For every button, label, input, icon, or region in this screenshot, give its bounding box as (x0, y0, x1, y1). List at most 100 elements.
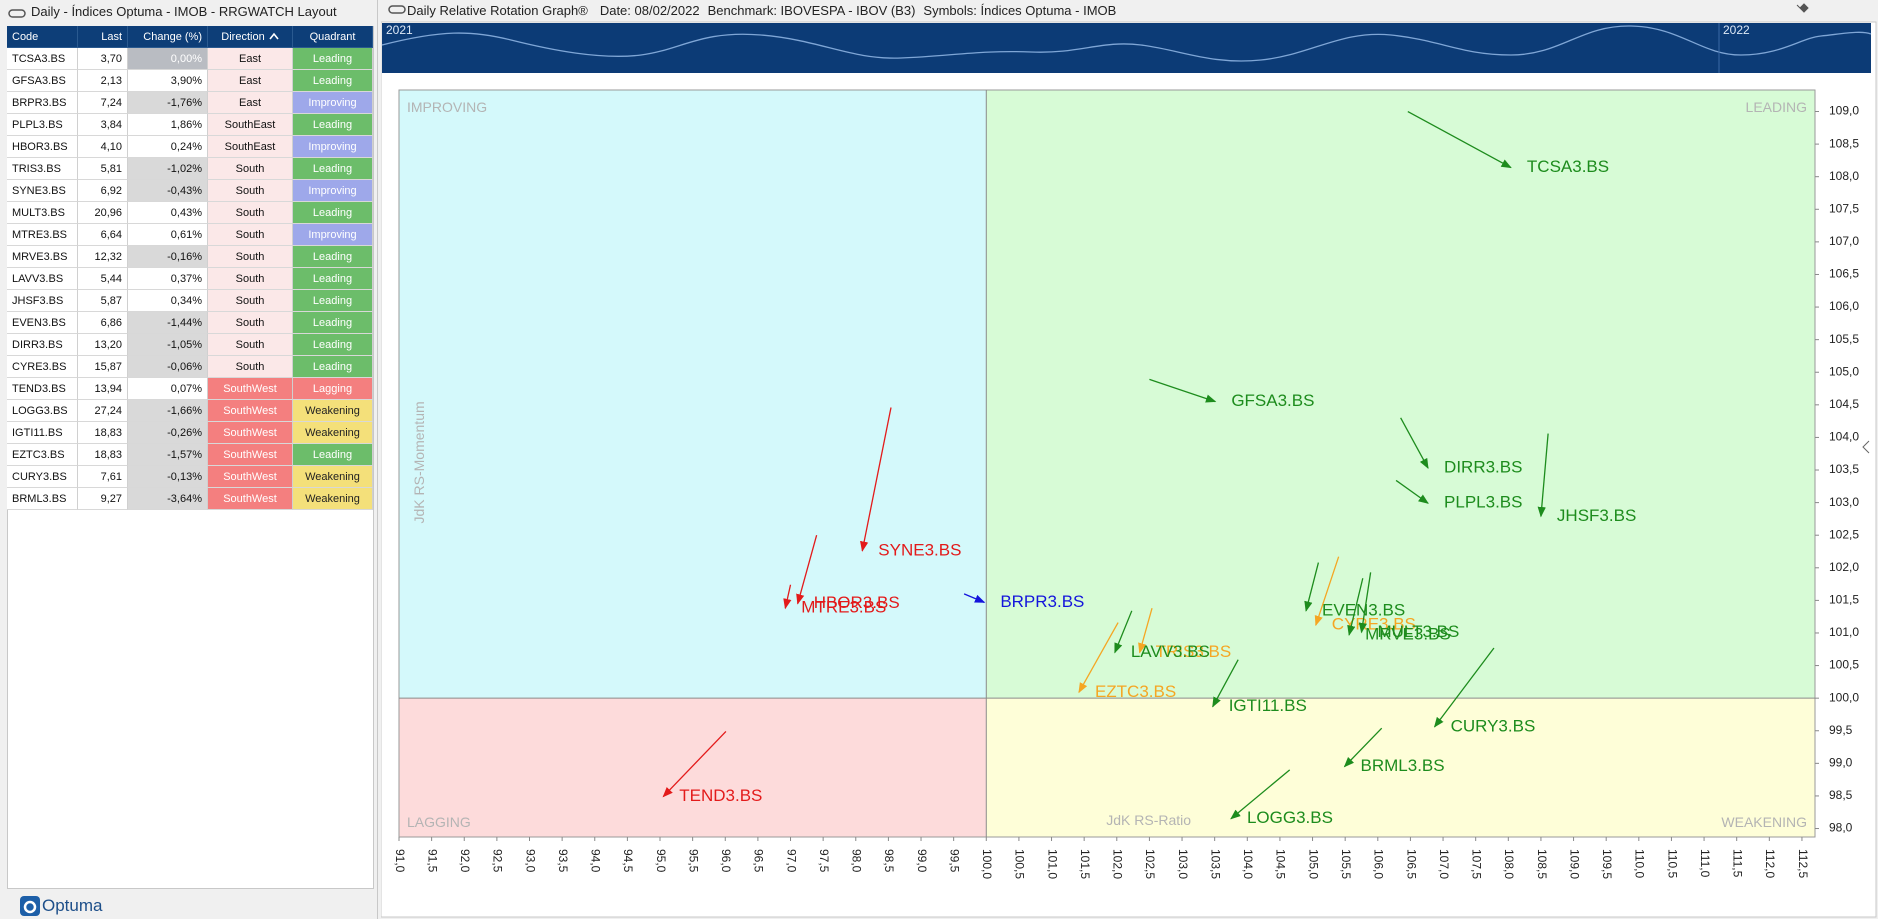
symbol-label: EVEN3.BS (1322, 600, 1405, 619)
symbol-label: MTRE3.BS (801, 598, 886, 617)
table-row[interactable]: EZTC3.BS 18,83 -1,57% SouthWest Leading (7, 444, 373, 466)
quadrant-cell: Weakening (293, 400, 373, 422)
table-row[interactable]: JHSF3.BS 5,87 0,34% South Leading (7, 290, 373, 312)
table-row[interactable]: EVEN3.BS 6,86 -1,44% South Leading (7, 312, 373, 334)
direction-cell: SouthWest (208, 400, 293, 422)
last-cell: 7,24 (78, 92, 128, 114)
symbol-label: MRVE3.BS (1365, 624, 1451, 643)
quadrant-cell: Leading (293, 158, 373, 180)
x-tick-label: 98,5 (882, 849, 896, 873)
symbol-label: CURY3.BS (1451, 716, 1536, 735)
direction-cell: South (208, 224, 293, 246)
link-icon (388, 5, 406, 14)
x-tick-label: 103,0 (1176, 849, 1190, 879)
code-cell: JHSF3.BS (7, 290, 78, 312)
x-tick-label: 108,0 (1502, 849, 1516, 879)
table-row[interactable]: TCSA3.BS 3,70 0,00% East Leading (7, 48, 373, 70)
change-cell: 3,90% (128, 70, 208, 92)
symbol-label: BRPR3.BS (1000, 592, 1084, 611)
column-header[interactable]: Code (7, 26, 78, 48)
x-tick-label: 105,0 (1306, 849, 1320, 879)
direction-cell: South (208, 202, 293, 224)
tail (963, 593, 986, 603)
last-cell: 15,87 (78, 356, 128, 378)
column-header[interactable]: Last (78, 26, 128, 48)
table-row[interactable]: CYRE3.BS 15,87 -0,06% South Leading (7, 356, 373, 378)
last-cell: 13,94 (78, 378, 128, 400)
table-row[interactable]: BRML3.BS 9,27 -3,64% SouthWest Weakening (7, 488, 373, 510)
table-row[interactable]: DIRR3.BS 13,20 -1,05% South Leading (7, 334, 373, 356)
code-cell: BRML3.BS (7, 488, 78, 510)
y-axis-title: JdK RS-Momentum (411, 401, 427, 523)
y-tick-label: 99,5 (1829, 723, 1853, 737)
table-row[interactable]: MULT3.BS 20,96 0,43% South Leading (7, 202, 373, 224)
table-row[interactable]: CURY3.BS 7,61 -0,13% SouthWest Weakening (7, 466, 373, 488)
change-cell: 0,00% (128, 48, 208, 70)
x-tick-label: 95,0 (654, 849, 668, 873)
y-tick-label: 103,0 (1829, 495, 1859, 509)
tail (1212, 659, 1239, 708)
x-tick-label: 107,0 (1437, 849, 1451, 879)
tail (783, 584, 792, 610)
direction-cell: SouthEast (208, 136, 293, 158)
column-header[interactable]: Quadrant (293, 26, 373, 48)
code-cell: MRVE3.BS (7, 246, 78, 268)
table-row[interactable]: TRIS3.BS 5,81 -1,02% South Leading (7, 158, 373, 180)
x-tick-label: 93,5 (556, 849, 570, 873)
change-cell: -1,57% (128, 444, 208, 466)
table-row[interactable]: MRVE3.BS 12,32 -0,16% South Leading (7, 246, 373, 268)
table-row[interactable]: SYNE3.BS 6,92 -0,43% South Improving (7, 180, 373, 202)
symbol-label: DIRR3.BS (1444, 458, 1522, 477)
column-header[interactable]: Change (%) (128, 26, 208, 48)
minimap-label: 2021 (386, 23, 413, 37)
direction-cell: East (208, 92, 293, 114)
table-row[interactable]: MTRE3.BS 6,64 0,61% South Improving (7, 224, 373, 246)
tail (1395, 479, 1429, 504)
direction-cell: SouthWest (208, 422, 293, 444)
code-cell: EZTC3.BS (7, 444, 78, 466)
code-cell: CURY3.BS (7, 466, 78, 488)
table-row[interactable]: LOGG3.BS 27,24 -1,66% SouthWest Weakening (7, 400, 373, 422)
change-cell: 0,34% (128, 290, 208, 312)
symbol-label: LOGG3.BS (1247, 808, 1333, 827)
change-cell: -0,26% (128, 422, 208, 444)
tail (796, 535, 818, 605)
x-tick-label: 94,0 (589, 849, 603, 873)
code-cell: MTRE3.BS (7, 224, 78, 246)
symbol-label: HBOR3.BS (814, 593, 900, 612)
table-row[interactable]: GFSA3.BS 2,13 3,90% East Leading (7, 70, 373, 92)
symbol-label: IGTI11.BS (1229, 696, 1307, 715)
quadrant-cell: Leading (293, 356, 373, 378)
x-tick-label: 102,5 (1143, 849, 1157, 879)
table-row[interactable]: BRPR3.BS 7,24 -1,76% East Improving (7, 92, 373, 114)
table-row[interactable]: LAVV3.BS 5,44 0,37% South Leading (7, 268, 373, 290)
logo-icon (20, 896, 40, 916)
quadrant-cell: Lagging (293, 378, 373, 400)
code-cell: BRPR3.BS (7, 92, 78, 114)
quadrant-cell: Leading (293, 268, 373, 290)
quadrant-cell: Weakening (293, 466, 373, 488)
logo-text: Optuma (42, 896, 103, 915)
column-header[interactable]: Direction (208, 26, 293, 48)
table-row[interactable]: HBOR3.BS 4,10 0,24% SouthEast Improving (7, 136, 373, 158)
change-cell: 0,43% (128, 202, 208, 224)
rrg-panel: Daily Relative Rotation Graph® Date: 08/0… (381, 0, 1878, 919)
last-cell: 6,86 (78, 312, 128, 334)
direction-cell: SouthWest (208, 444, 293, 466)
code-cell: TEND3.BS (7, 378, 78, 400)
direction-cell: South (208, 334, 293, 356)
x-tick-label: 100,5 (1013, 849, 1027, 879)
table-row[interactable]: TEND3.BS 13,94 0,07% SouthWest Lagging (7, 378, 373, 400)
y-tick-label: 106,5 (1829, 267, 1859, 281)
x-tick-label: 112,5 (1796, 849, 1810, 878)
table-row[interactable]: IGTI11.BS 18,83 -0,26% SouthWest Weakening (7, 422, 373, 444)
x-tick-label: 109,0 (1567, 849, 1581, 879)
x-tick-label: 111,5 (1731, 849, 1745, 878)
x-tick-label: 97,0 (784, 849, 798, 873)
y-tick-label: 101,0 (1829, 625, 1859, 639)
y-tick-label: 101,5 (1829, 593, 1859, 607)
table-row[interactable]: PLPL3.BS 3,84 1,86% SouthEast Leading (7, 114, 373, 136)
x-tick-label: 92,5 (491, 849, 505, 873)
y-tick-label: 105,5 (1829, 332, 1859, 346)
symbol-label: TRIS3.BS (1156, 642, 1232, 661)
